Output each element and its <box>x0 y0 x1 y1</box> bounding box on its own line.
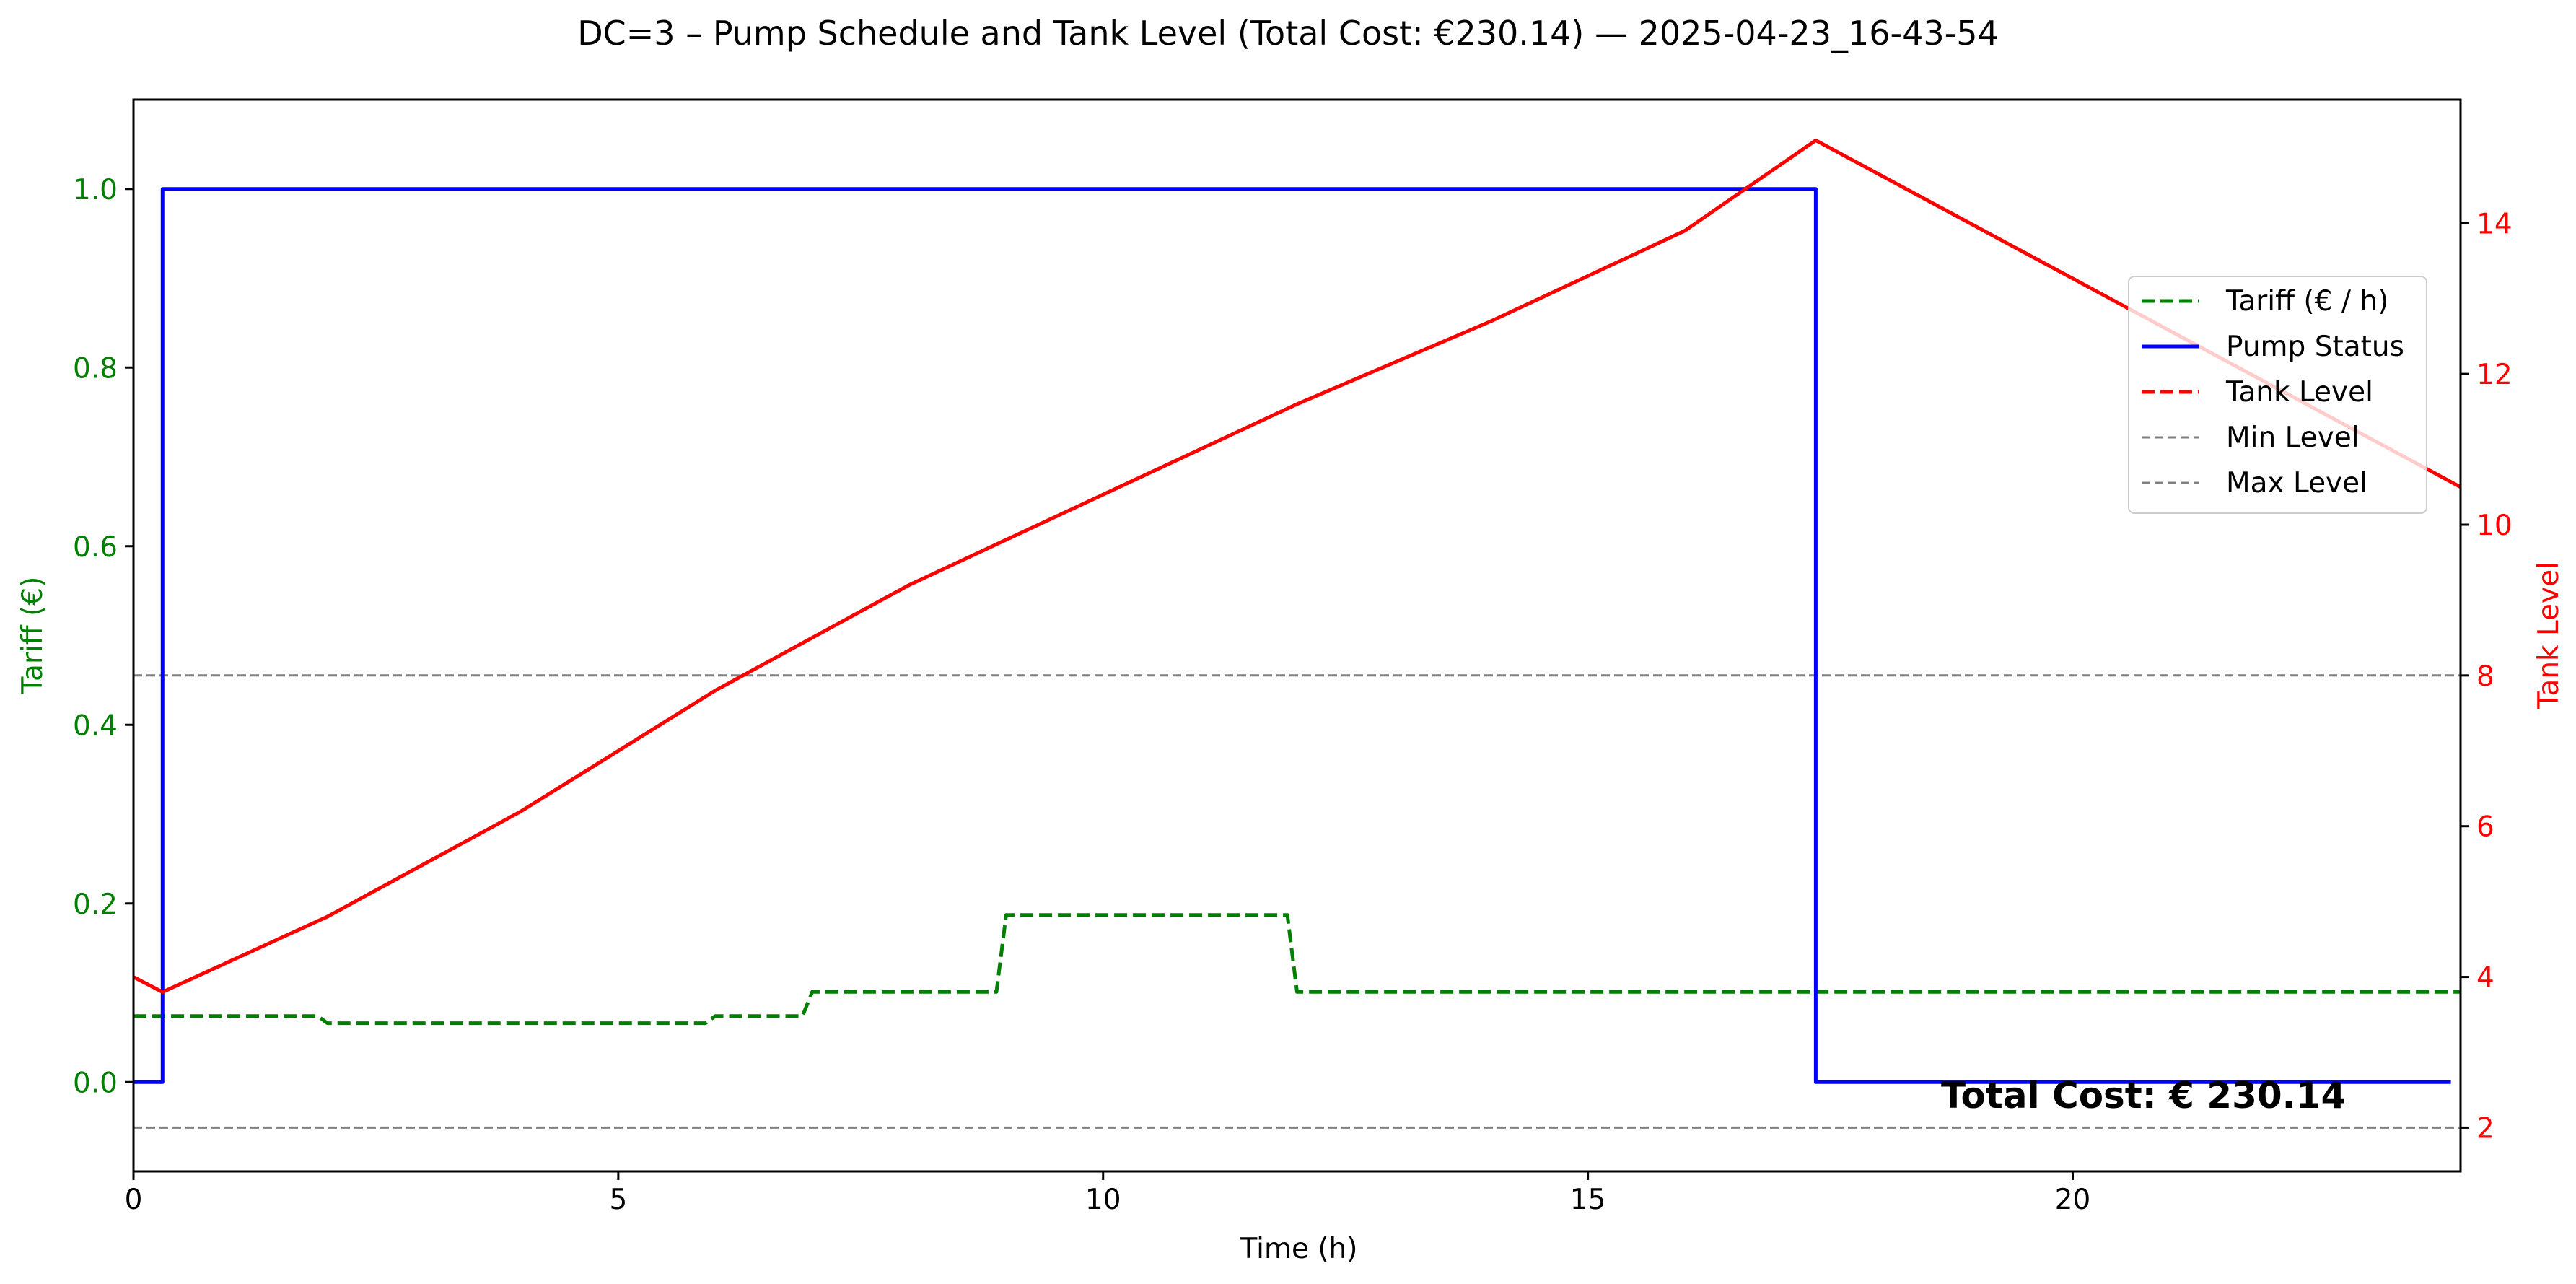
series-line-tank-level <box>133 138 2461 994</box>
x-tick-label: 20 <box>2055 1184 2091 1216</box>
legend-label-max-level: Max Level <box>2226 467 2367 499</box>
y-right-tick-label: 6 <box>2476 811 2494 844</box>
y-left-tick-label: 0.2 <box>73 888 118 921</box>
legend: Tariff (€ / h) Pump Status Tank Level Min L… <box>2128 276 2427 514</box>
legend-label-min-level: Min Level <box>2226 422 2360 454</box>
y-right-tick-label: 2 <box>2476 1112 2494 1145</box>
y-left-tick-label: 1.0 <box>73 174 118 206</box>
y-left-tick-label: 0.0 <box>73 1067 118 1099</box>
chart-title: DC=3 – Pump Schedule and Tank Level (Tot… <box>577 14 1999 53</box>
legend-label-tank-level: Tank Level <box>2225 376 2373 409</box>
x-tick-label: 10 <box>1085 1184 1121 1216</box>
y-left-tick-label: 0.8 <box>73 352 118 385</box>
y-right-tick-label: 4 <box>2476 962 2494 995</box>
y-left-tick-label: 0.6 <box>73 531 118 564</box>
legend-box <box>2128 276 2427 514</box>
x-tick-label: 0 <box>125 1184 143 1216</box>
y-right-tick-label: 12 <box>2476 359 2513 391</box>
plot-area <box>133 138 2461 1129</box>
legend-label-pump-status: Pump Status <box>2226 331 2404 363</box>
y-axis-right-label: Tank Level <box>2533 562 2565 709</box>
axes: 0 5 10 15 20 0.0 0.2 0.4 0.6 0.8 1.0 2 4 6 8 10 12 14 <box>73 98 2513 1216</box>
y-right-tick-label: 10 <box>2476 510 2513 542</box>
series-line-pump-status <box>133 187 2451 1084</box>
plot-frame <box>132 98 2462 1173</box>
total-cost-annotation: Total Cost: € 230.14 <box>1941 1075 2346 1117</box>
y-axis-left-label: Tariff (€) <box>17 577 49 695</box>
y-left-tick-label: 0.4 <box>73 709 118 742</box>
y-right-tick-label: 14 <box>2476 208 2513 240</box>
y-right-tick-label: 8 <box>2476 660 2494 693</box>
x-tick-label: 5 <box>609 1184 627 1216</box>
legend-label-tariff-h: Tariff (€ / h) <box>2225 285 2388 318</box>
x-axis-label: Time (h) <box>1240 1233 1358 1265</box>
x-tick-label: 15 <box>1570 1184 1606 1216</box>
series-line-tariff-h <box>133 913 2461 1026</box>
